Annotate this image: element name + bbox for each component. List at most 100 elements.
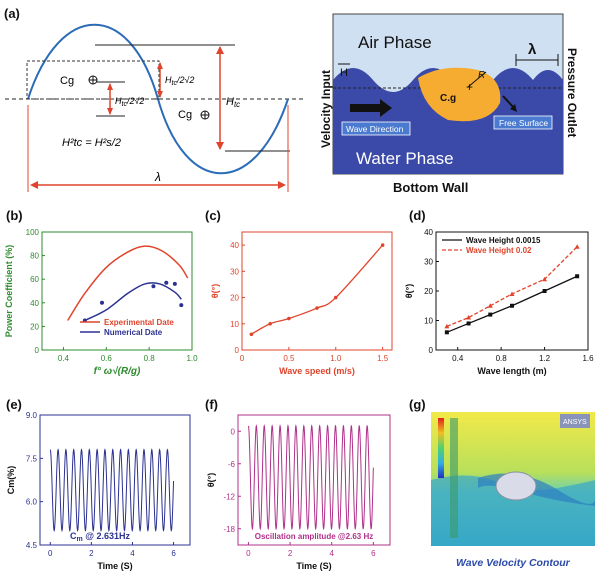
theta-signal-line	[247, 424, 374, 531]
y-tick-label: 10	[230, 320, 239, 329]
free-surface-box	[493, 115, 553, 130]
panel-b-label: (b)	[6, 208, 23, 223]
data-point	[487, 303, 493, 308]
x-tick-label: 1.0	[330, 354, 342, 363]
contour-caption: Wave Velocity Contour	[456, 557, 571, 569]
x-axis-label: Time (S)	[296, 561, 331, 571]
chart-f-theta-time: 0 2 4 6 0 -6 -12 -18 Time (S) θ(°) Oscillation amp…	[206, 414, 391, 571]
contour-body	[495, 471, 537, 501]
y-tick-label: -12	[223, 492, 235, 501]
panel-c-label: (c)	[205, 208, 221, 223]
y-tick-label: 40	[230, 241, 239, 250]
x-axis-label: Time (S)	[97, 561, 132, 571]
x-axis-label: Wave speed (m/s)	[279, 366, 355, 376]
y-tick-label: 20	[424, 287, 433, 296]
x-tick-label: 0	[240, 354, 245, 363]
x-tick-label: 1.6	[582, 354, 594, 363]
y-axis-label: Power Coefficient (%)	[4, 245, 14, 338]
body-cg-label: C.g	[440, 93, 456, 104]
htc-label: Htc	[226, 96, 240, 109]
x-axis-label: f° ω√(R/g)	[94, 366, 141, 377]
x-tick-label: 4	[329, 549, 334, 558]
x-tick-label: 0.5	[283, 354, 295, 363]
data-point	[315, 306, 319, 310]
y-tick-label: 9.0	[26, 411, 38, 420]
y-tick-label: 0	[35, 346, 40, 355]
numerical-point	[100, 300, 104, 305]
x-tick-label: 4	[130, 549, 135, 558]
wave-schematic: Cg Cg Htc/2√2 Htc/2√2 Htc H²tc = H²s/2 λ	[5, 24, 305, 192]
series-experimental-line	[67, 245, 189, 321]
y-tick-label: -18	[223, 525, 235, 534]
x-tick-label: 0.6	[101, 354, 113, 363]
data-point	[268, 321, 272, 326]
contour-colorbar	[438, 418, 444, 478]
panel-e-label: (e)	[6, 397, 22, 412]
y-axis-label: Cm(%)	[6, 466, 16, 495]
y-tick-label: 60	[30, 275, 39, 284]
air-phase-label: Air Phase	[358, 33, 432, 52]
panel-f-label: (f)	[205, 397, 218, 412]
y-tick-label: 30	[230, 267, 239, 276]
plot-frame	[41, 231, 193, 351]
x-tick-label: 2	[288, 549, 293, 558]
wave-direction-arrow	[350, 99, 392, 117]
free-surface-label: Free Surface	[499, 118, 548, 128]
data-point	[380, 243, 385, 247]
chart-d-wave-length: 0.4 0.8 1.2 1.6 0 10 20 30 40 Wave length (m) θ(°)…	[404, 228, 594, 376]
y-tick-label: 0	[235, 346, 240, 355]
x-tick-label: 0.4	[452, 354, 464, 363]
wave-equation: H²tc = H²s/2	[62, 137, 121, 149]
x-tick-label: 0.8	[496, 354, 508, 363]
cm-annotation: Cm @ 2.631Hz	[70, 531, 131, 543]
h-label: H	[340, 67, 348, 79]
y-tick-label: 20	[30, 322, 39, 331]
chart-e-cm-time: 0 2 4 6 4.5 6.0 7.5 9.0 Time (S) Cm(%) Cm @ 2.631H…	[6, 411, 191, 571]
x-axis-label: Wave length (m)	[477, 366, 546, 376]
series-theta-line	[251, 244, 384, 335]
x-tick-label: 0	[48, 549, 53, 558]
data-point	[574, 244, 580, 249]
panel-a-label: (a)	[4, 6, 20, 21]
cg-label-1: Cg	[60, 75, 74, 87]
half-htc-label-lower: Htc/2√2	[115, 96, 144, 108]
y-tick-label: 4.5	[26, 541, 38, 550]
data-point	[444, 330, 449, 335]
y-tick-label: 7.5	[26, 454, 38, 463]
data-point	[287, 316, 291, 321]
y-tick-label: 100	[26, 228, 40, 237]
data-point	[510, 303, 514, 308]
x-tick-label: 0	[246, 549, 251, 558]
water-region	[333, 68, 563, 174]
y-tick-label: 0	[231, 427, 236, 436]
water-phase-label: Water Phase	[356, 149, 454, 168]
panel-d-label: (d)	[409, 208, 426, 223]
legend-label: Wave Height 0.0015	[466, 236, 541, 245]
theta-annotation: Oscillation amplitude @2.63 Hz	[255, 532, 374, 541]
velocity-contour: ANSYS Wave Velocity Contour	[431, 412, 596, 569]
y-tick-label: 30	[424, 258, 433, 267]
cfd-domain: C.g + R Air Phase Water Phase Bottom Wal…	[319, 13, 579, 195]
x-tick-label: 6	[171, 549, 176, 558]
plot-frame	[237, 414, 391, 546]
data-point	[333, 295, 338, 300]
series-height-002-line	[446, 246, 578, 328]
y-tick-label: 10	[424, 317, 433, 326]
cg-label-2: Cg	[178, 109, 192, 121]
y-axis-label: θ(°)	[206, 473, 216, 487]
svg-text:ANSYS: ANSYS	[563, 419, 587, 426]
data-point	[488, 312, 493, 317]
plot-frame	[241, 231, 393, 351]
x-tick-label: 0.4	[58, 354, 70, 363]
wave-direction-label: Wave Direction	[346, 124, 404, 134]
chart-b-power-coefficient: 0.4 0.6 0.8 1.0 0 20 40 60 80 100 f° ω√(R/g) Power …	[4, 228, 198, 377]
numerical-point	[179, 303, 184, 308]
data-point	[575, 274, 580, 279]
lambda-label: λ	[154, 170, 161, 184]
plot-frame	[39, 414, 191, 546]
pressure-outlet-label: Pressure Outlet	[565, 48, 579, 137]
wave-direction-box	[341, 121, 411, 136]
y-tick-label: 40	[30, 299, 39, 308]
velocity-input-label: Velocity Input	[319, 70, 333, 148]
chart-c-wave-speed: 0 0.5 1.0 1.5 0 10 20 30 40 Wave speed (m/s) θ(°)	[210, 231, 393, 376]
